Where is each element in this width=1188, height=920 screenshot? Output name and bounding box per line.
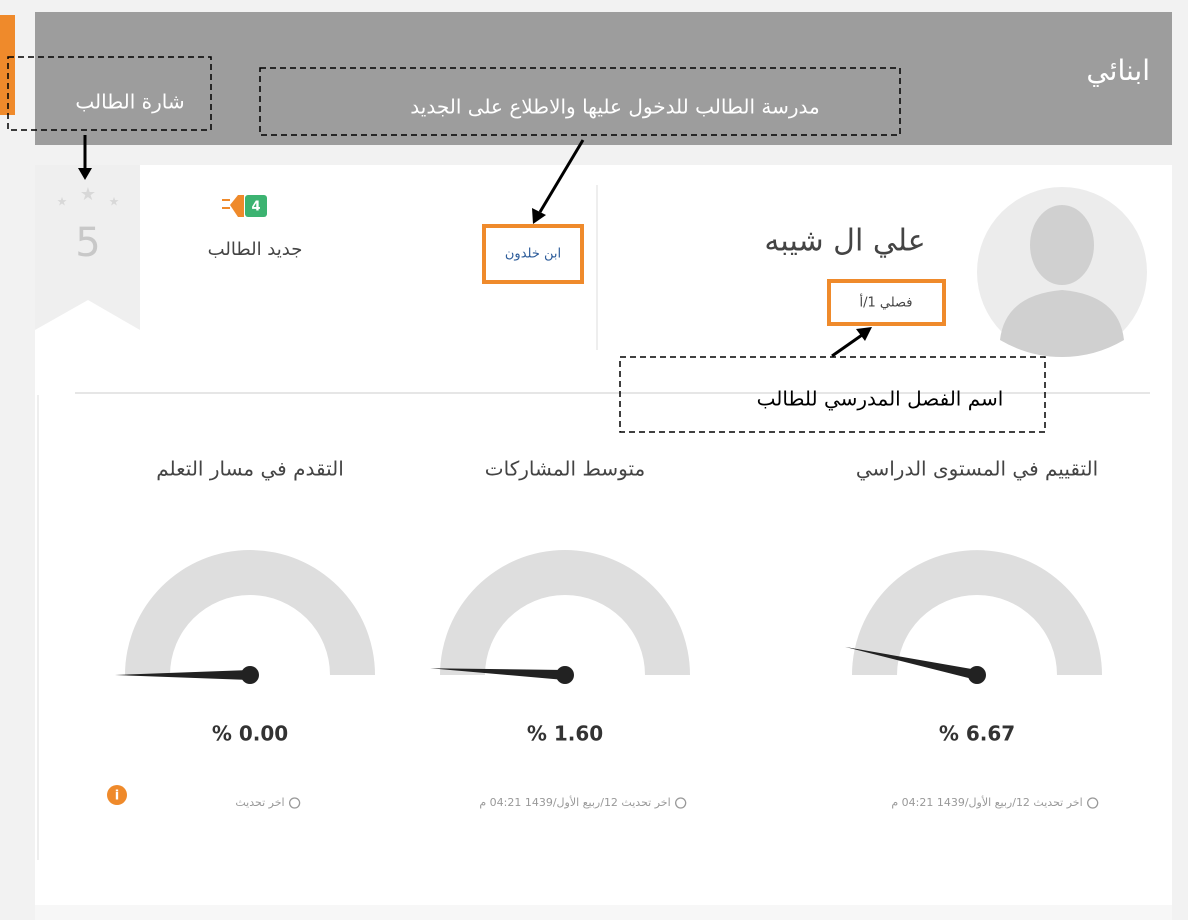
news-label[interactable]: جديد الطالب <box>208 239 303 260</box>
student-class: فصلي 1/أ <box>859 294 912 311</box>
page: ابنائي ★ ★ ★ 5 4 جديد الطالب ابن خلدون ع… <box>0 0 1188 920</box>
gauge-pivot <box>241 666 259 684</box>
student-name: علي ال شيبه <box>764 224 925 259</box>
gauge-title: التقدم في مسار التعلم <box>156 457 344 482</box>
news-count: 4 <box>251 200 260 215</box>
gauge-pivot <box>968 666 986 684</box>
gauge-updated: اخر تحديث 12/ربيع الأول/1439 04:21 م <box>891 795 1082 809</box>
info-icon-glyph: i <box>115 789 119 804</box>
gauge-updated: اخر تحديث <box>235 796 284 809</box>
gauge-updated: اخر تحديث 12/ربيع الأول/1439 04:21 م <box>479 795 670 809</box>
annotation-text: اسم الفصل المدرسي للطالب <box>757 387 1004 412</box>
gauge-value: % 6.67 <box>939 722 1015 746</box>
gauge-value: % 1.60 <box>527 722 603 746</box>
annotation-text: مدرسة الطالب للدخول عليها والاطلاع على ا… <box>410 95 819 119</box>
annotation-text: شارة الطالب <box>75 90 184 114</box>
header-bar <box>35 12 1172 145</box>
next-card <box>35 905 1172 920</box>
gauge-pivot <box>556 666 574 684</box>
school-link[interactable]: ابن خلدون <box>505 247 561 262</box>
gauge-title: التقييم في المستوى الدراسي <box>856 457 1098 482</box>
avatar <box>977 187 1147 357</box>
badge-stars: ★ <box>57 195 68 209</box>
gauge-value: % 0.00 <box>212 722 288 746</box>
screen: ابنائي ★ ★ ★ 5 4 جديد الطالب ابن خلدون ع… <box>0 0 1188 920</box>
badge-stars: ★ <box>109 195 120 209</box>
gauge-title: متوسط المشاركات <box>485 457 645 481</box>
header-title: ابنائي <box>1086 54 1150 87</box>
badge-level: 5 <box>75 220 100 266</box>
badge-stars: ★ <box>80 184 96 205</box>
